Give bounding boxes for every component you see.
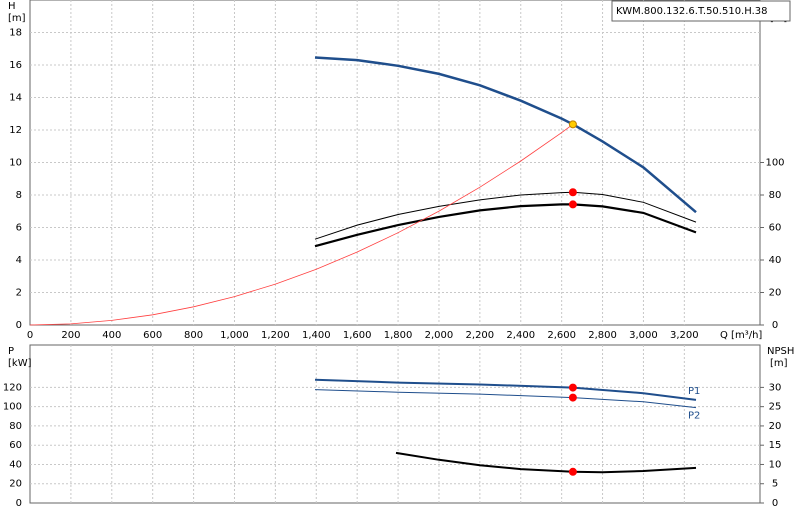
y2-tick-label: 60	[769, 223, 782, 234]
y-tick-label: 2	[16, 288, 22, 299]
y-tick-label: 80	[9, 421, 22, 432]
y2-tick-label: 80	[769, 190, 782, 201]
y2-tick-label: 20	[769, 421, 782, 432]
x-tick-label: 2,600	[547, 330, 576, 341]
curve	[314, 389, 697, 409]
x-tick-label: 2,400	[506, 330, 535, 341]
y-axis-unit: [m]	[8, 13, 26, 24]
operating-point	[568, 188, 577, 197]
x-tick-label: 0	[27, 330, 33, 341]
curve-label: P1	[688, 386, 700, 397]
x-tick-label: 2,200	[466, 330, 495, 341]
y-axis-label: P	[8, 346, 14, 357]
label-box	[611, 0, 791, 22]
y-tick-label: 60	[9, 440, 22, 451]
operating-point	[568, 200, 577, 209]
curve	[314, 203, 697, 248]
y2-tick-label: 40	[769, 255, 782, 266]
y-tick-label: 120	[3, 382, 22, 393]
y2-tick-label: 100	[765, 158, 784, 169]
curve	[29, 123, 574, 326]
y-tick-label: 0	[16, 320, 22, 331]
x-tick-label: 800	[184, 330, 203, 341]
x-axis-label: Q [m³/h]	[720, 330, 762, 341]
y-tick-label: 4	[16, 255, 22, 266]
y2-tick-label: 15	[769, 440, 782, 451]
y-tick-label: 40	[9, 459, 22, 470]
curve	[314, 378, 697, 401]
y2-tick-label: 25	[769, 402, 782, 413]
y-tick-label: 100	[3, 402, 22, 413]
y-axis-label: H	[8, 1, 16, 12]
operating-point	[568, 467, 577, 476]
y2-tick-label: 5	[772, 479, 778, 490]
y-tick-label: 6	[16, 223, 22, 234]
curve-label: P2	[688, 411, 700, 422]
operating-point	[568, 393, 577, 402]
y-tick-label: 18	[9, 28, 22, 39]
x-tick-label: 400	[102, 330, 121, 341]
y2-tick-label: 20	[769, 288, 782, 299]
y2-tick-label: 30	[769, 382, 782, 393]
y-tick-label: 14	[9, 93, 22, 104]
operating-point	[568, 120, 577, 129]
operating-point	[568, 383, 577, 392]
curve	[395, 451, 697, 474]
plot-frame	[29, 344, 761, 504]
curve	[314, 56, 697, 214]
x-tick-label: 3,200	[670, 330, 699, 341]
y2-tick-label: 0	[772, 498, 778, 509]
y-axis-unit: [kW]	[8, 358, 32, 369]
x-tick-label: 1,200	[261, 330, 290, 341]
x-tick-label: 2,000	[425, 330, 454, 341]
y2-tick-label: 10	[769, 459, 782, 470]
y2-axis-label: NPSH	[767, 346, 794, 357]
x-tick-label: 1,000	[220, 330, 249, 341]
y-tick-label: 8	[16, 190, 22, 201]
box-label: KWM.800.132.6.T.50.510.H.38	[616, 6, 767, 17]
y-tick-label: 10	[9, 158, 22, 169]
curve	[314, 191, 697, 240]
y-tick-label: 12	[9, 125, 22, 136]
y2-axis-unit: [m]	[770, 358, 788, 369]
x-tick-label: 3,000	[629, 330, 658, 341]
y-tick-label: 0	[16, 498, 22, 509]
x-tick-label: 600	[143, 330, 162, 341]
y-tick-label: 16	[9, 60, 22, 71]
x-tick-label: 1,600	[343, 330, 372, 341]
x-tick-label: 1,800	[384, 330, 413, 341]
y2-tick-label: 0	[772, 320, 778, 331]
x-tick-label: 2,800	[588, 330, 617, 341]
y-tick-label: 20	[9, 479, 22, 490]
x-tick-label: 1,400	[302, 330, 331, 341]
x-tick-label: 200	[61, 330, 80, 341]
